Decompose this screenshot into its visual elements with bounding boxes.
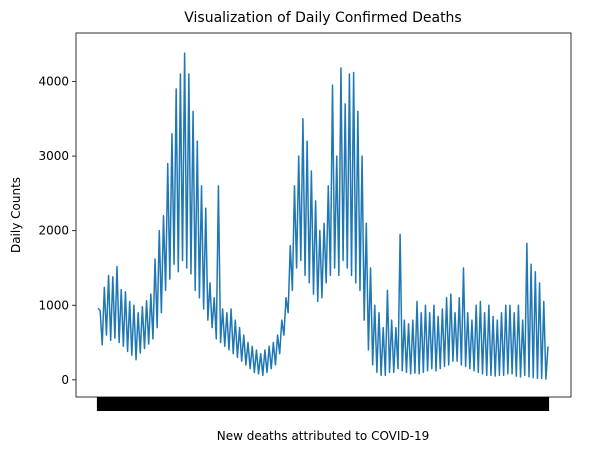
x-axis-label: New deaths attributed to COVID-19: [217, 429, 430, 443]
y-axis-label: Daily Counts: [9, 177, 23, 253]
y-tick-label: 1000: [38, 298, 69, 312]
y-tick-label: 3000: [38, 149, 69, 163]
y-tick-label: 2000: [38, 224, 69, 238]
plot-frame: [75, 32, 572, 398]
y-axis-ticks: 0 1000 2000 3000 4000: [38, 74, 76, 387]
y-tick-label: 0: [61, 373, 69, 387]
x-tick-marks: [96, 397, 550, 411]
x-tick-band: [96, 397, 550, 411]
series-line: [97, 52, 549, 380]
chart-title: Visualization of Daily Confirmed Deaths: [184, 10, 461, 26]
y-tick-label: 4000: [38, 74, 69, 88]
